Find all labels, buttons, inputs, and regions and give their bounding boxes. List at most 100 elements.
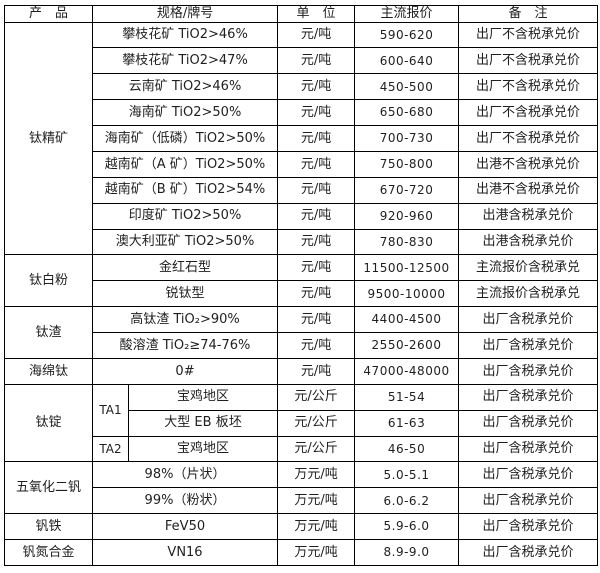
table-row: 海南矿（低磷）TiO2>50% 元/吨 700-730 出厂不含税承兑价 — [5, 125, 599, 152]
price-cell: 590-620 — [354, 21, 460, 49]
table-row: TA2 宝鸡地区 元/公斤 46-50 出厂含税承兑价 — [5, 435, 599, 463]
note-cell: 出港不含税承兑价 — [458, 150, 599, 178]
note-cell: 出厂含税承兑价 — [458, 461, 599, 489]
grade-cell: TA1 — [92, 383, 129, 437]
product-cell: 五氧化二钒 — [4, 461, 93, 515]
product-cell: 钛锭 — [4, 383, 93, 463]
product-cell: 钒氮合金 — [4, 539, 93, 566]
note-cell: 出厂不含税承兑价 — [458, 99, 599, 127]
table-row: 酸溶渣 TiO₂≥74-76% 元/吨 2550-2600 出厂含税承兑价 — [5, 332, 599, 359]
note-cell: 出厂含税承兑价 — [458, 435, 599, 463]
price-cell: 4400-4500 — [354, 306, 460, 334]
price-cell: 47000-48000 — [354, 357, 460, 385]
price-cell: 46-50 — [354, 435, 460, 463]
unit-cell: 元/吨 — [277, 99, 356, 127]
price-cell: 11500-12500 — [354, 254, 460, 282]
spec-cell: VN16 — [91, 539, 279, 566]
unit-cell: 元/吨 — [277, 73, 356, 101]
table-row: 越南矿（A 矿）TiO2>50% 元/吨 750-800 出港不含税承兑价 — [5, 150, 599, 178]
unit-cell: 万元/吨 — [277, 513, 356, 541]
spec-cell: 大型 EB 板坯 — [127, 409, 279, 437]
note-cell: 出厂含税承兑价 — [458, 383, 599, 411]
price-cell: 51-54 — [354, 383, 460, 411]
col-header-unit: 单 位 — [277, 5, 356, 23]
price-cell: 8.9-9.0 — [354, 539, 460, 566]
spec-cell: 印度矿 TiO2>50% — [91, 202, 279, 230]
note-cell: 出港含税承兑价 — [458, 228, 599, 256]
table-row: 澳大利亚矿 TiO2>50% 元/吨 780-830 出港含税承兑价 — [5, 228, 599, 256]
grade-cell: TA2 — [92, 435, 129, 463]
unit-cell: 元/公斤 — [277, 409, 356, 437]
spec-cell: 0# — [91, 357, 279, 385]
note-cell: 出厂含税承兑价 — [458, 332, 599, 359]
col-header-product: 产 品 — [4, 5, 93, 23]
spec-cell: 99%（粉状） — [91, 487, 279, 515]
note-cell: 主流报价含税承兑 — [458, 280, 599, 308]
unit-cell: 万元/吨 — [277, 461, 356, 489]
product-cell: 钛渣 — [4, 306, 93, 359]
unit-cell: 元/公斤 — [277, 435, 356, 463]
note-cell: 出厂不含税承兑价 — [458, 73, 599, 101]
spec-cell: 澳大利亚矿 TiO2>50% — [91, 228, 279, 256]
table-row: 锐钛型 元/吨 9500-10000 主流报价含税承兑 — [5, 280, 599, 308]
price-cell: 2550-2600 — [354, 332, 460, 359]
note-cell: 主流报价含税承兑 — [458, 254, 599, 282]
unit-cell: 元/吨 — [277, 280, 356, 308]
unit-cell: 万元/吨 — [277, 539, 356, 566]
note-cell: 出厂不含税承兑价 — [458, 125, 599, 152]
table-row: 钛锭 TA1 宝鸡地区 元/公斤 51-54 出厂含税承兑价 — [4, 383, 599, 463]
spec-cell: 越南矿（B 矿）TiO2>54% — [91, 176, 279, 204]
note-cell: 出厂含税承兑价 — [458, 357, 599, 385]
price-cell: 750-800 — [354, 150, 460, 178]
table-row: 钒铁 FeV50 万元/吨 5.9-6.0 出厂含税承兑价 — [4, 513, 599, 541]
unit-cell: 元/吨 — [277, 332, 356, 359]
table-row: 钛精矿 攀枝花矿 TiO2>46% 元/吨 590-620 出厂不含税承兑价 — [4, 21, 599, 256]
spec-cell: 海南矿 TiO2>50% — [91, 99, 279, 127]
table-row: 钛白粉 金红石型 元/吨 11500-12500 主流报价含税承兑 — [4, 254, 599, 308]
spec-cell: 98%（片状） — [91, 461, 279, 489]
spec-cell: 锐钛型 — [91, 280, 279, 308]
col-header-price: 主流报价 — [354, 5, 460, 23]
table-row: 攀枝花矿 TiO2>47% 元/吨 600-640 出厂不含税承兑价 — [5, 47, 599, 75]
note-cell: 出厂含税承兑价 — [458, 409, 599, 437]
unit-cell: 元/吨 — [277, 21, 356, 49]
note-cell: 出港不含税承兑价 — [458, 176, 599, 204]
spec-cell: 宝鸡地区 — [127, 435, 279, 463]
spec-cell: 高钛渣 TiO₂>90% — [91, 306, 279, 334]
product-cell: 钛白粉 — [4, 254, 93, 308]
price-cell: 600-640 — [354, 47, 460, 75]
spec-cell: 酸溶渣 TiO₂≥74-76% — [91, 332, 279, 359]
table-row: 越南矿（B 矿）TiO2>54% 元/吨 670-720 出港不含税承兑价 — [5, 176, 599, 204]
col-header-note: 备 注 — [458, 5, 599, 23]
price-cell: 6.0-6.2 — [354, 487, 460, 515]
price-cell: 9500-10000 — [354, 280, 460, 308]
price-cell: 5.9-6.0 — [354, 513, 460, 541]
price-cell: 650-680 — [354, 99, 460, 127]
price-cell: 450-500 — [354, 73, 460, 101]
note-cell: 出厂含税承兑价 — [458, 513, 599, 541]
table-row: 海绵钛 0# 元/吨 47000-48000 出厂含税承兑价 — [4, 357, 599, 385]
note-cell: 出厂含税承兑价 — [458, 306, 599, 334]
unit-cell: 元/吨 — [277, 228, 356, 256]
spec-cell: 海南矿（低磷）TiO2>50% — [91, 125, 279, 152]
price-cell: 670-720 — [354, 176, 460, 204]
table-row: 钒氮合金 VN16 万元/吨 8.9-9.0 出厂含税承兑价 — [4, 539, 599, 566]
price-cell: 61-63 — [354, 409, 460, 437]
unit-cell: 元/吨 — [277, 306, 356, 334]
spec-cell: FeV50 — [91, 513, 279, 541]
price-cell: 920-960 — [354, 202, 460, 230]
table-row: 印度矿 TiO2>50% 元/吨 920-960 出港含税承兑价 — [5, 202, 599, 230]
col-header-spec: 规格/牌号 — [91, 5, 279, 23]
spec-cell: 宝鸡地区 — [127, 383, 279, 411]
price-table: 产 品 规格/牌号 单 位 主流报价 备 注 钛精矿 攀枝花矿 TiO2>46% 元… — [4, 5, 599, 566]
note-cell: 出厂含税承兑价 — [458, 539, 599, 566]
table-row: 五氧化二钒 98%（片状） 万元/吨 5.0-5.1 出厂含税承兑价 — [4, 461, 599, 515]
unit-cell: 元/吨 — [277, 176, 356, 204]
note-cell: 出厂含税承兑价 — [458, 487, 599, 515]
unit-cell: 元/吨 — [277, 357, 356, 385]
note-cell: 出厂不含税承兑价 — [458, 47, 599, 75]
table-row: 海南矿 TiO2>50% 元/吨 650-680 出厂不含税承兑价 — [5, 99, 599, 127]
table-row: 大型 EB 板坯 元/公斤 61-63 出厂含税承兑价 — [5, 409, 599, 437]
unit-cell: 元/吨 — [277, 150, 356, 178]
